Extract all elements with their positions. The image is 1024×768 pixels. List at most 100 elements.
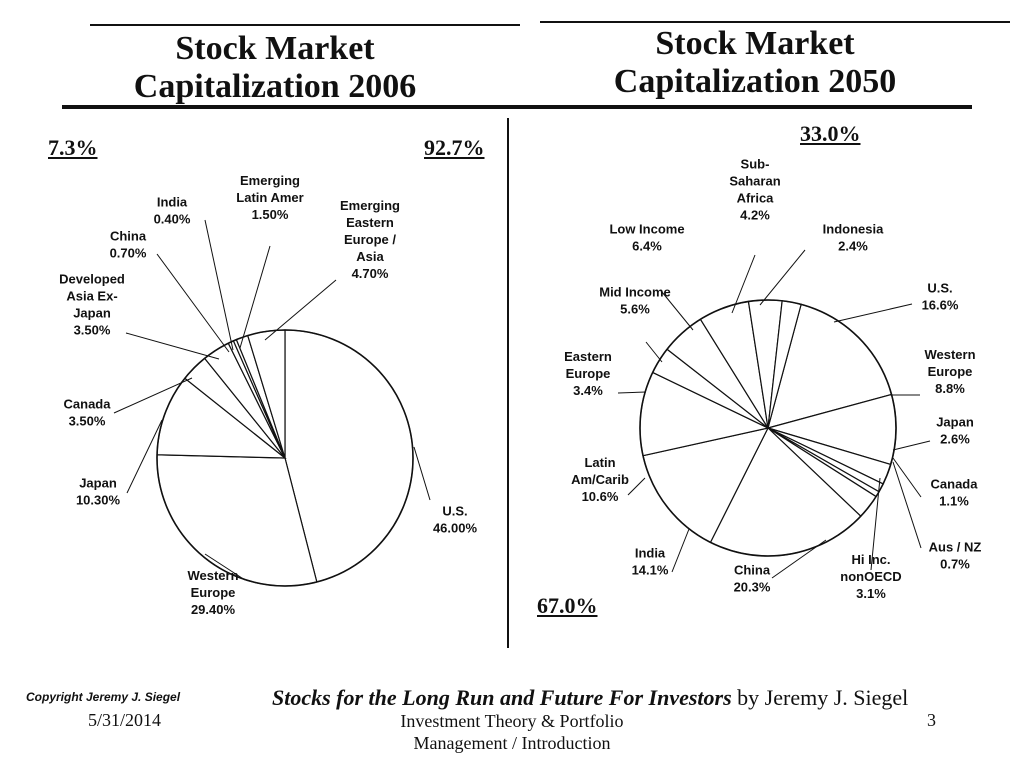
book-title: Stocks for the Long Run and Future For I… [272,685,732,710]
panel-divider [507,118,509,648]
left-top-right-pct: 92.7% [424,135,485,160]
pie-2006-label-line: Asia Ex- [66,289,117,304]
right-title-line-2: Capitalization 2050 [613,63,897,100]
pie-2050-value-western-europe: 8.8% [935,381,965,396]
pie-2050-label-canada: Canada 1.1% [931,477,979,509]
right-bottom-pct: 67.0% [537,593,598,618]
top-rule-left [90,24,520,26]
pie-2006-label-emerging-latin-amer: Emerging Latin Amer 1.50% [236,173,303,222]
pie-2050-label-line: Western [924,347,975,362]
pie-2006-value-western-europe: 29.40% [191,602,236,617]
pie-2050-label-indonesia: Indonesia 2.4% [823,222,884,254]
pie-2050-label-line: Saharan [729,174,780,189]
header-rule-left [62,105,972,109]
pie-2050-value-india: 14.1% [632,563,669,578]
pie-2006-value-china: 0.70% [110,246,147,261]
pie-2050-leader-latin-am-carib [627,477,646,496]
pie-chart-2050: U.S. 16.6% Western Europe 8.8% Japan 2.6% Canad… [564,157,981,602]
pie-2050-value-china: 20.3% [734,580,771,595]
pie-2050-value-canada: 1.1% [939,494,969,509]
pie-2050-value-sub-saharan-africa: 4.2% [740,208,770,223]
pie-2006-label-western-europe: Western Europe 29.40% [187,568,238,617]
pie-2006-outline [156,329,414,587]
pie-2050-label-line: Hi Inc. [851,552,890,567]
pie-2006-value-canada: 3.50% [69,414,106,429]
pie-2006-leader-western-europe [204,553,246,581]
pie-2050-leader-china [771,539,827,579]
right-top-pct: 33.0% [800,121,861,146]
pie-2050-leader-eastern-europe [617,391,647,394]
pie-2006-value-emerging-eastern-europe-asia: 4.70% [352,266,389,281]
pie-2006-label-developed-asia-ex-japan: Developed Asia Ex- Japan 3.50% [59,272,125,338]
pie-2050-label-line: Mid Income [599,285,671,300]
pie-2006-leader-japan [126,419,163,494]
pie-2050-label-line: Europe [566,366,611,381]
pie-2050-label-low-income: Low Income 6.4% [609,222,684,254]
pie-2050-leader-mid-income [645,341,663,363]
pie-2006-label-line: Eastern [346,215,394,230]
pie-2006-label-line: Emerging [240,173,300,188]
pie-2050-label-line: India [635,546,666,561]
page-number: 3 [927,710,936,730]
right-chart-title: Stock Market Capitalization 2050 [545,25,965,101]
pie-2050-label-line: Eastern [564,349,612,364]
pie-2006-value-emerging-latin-amer: 1.50% [252,207,289,222]
pie-2050-leader-u-s [833,303,913,323]
pie-2050-leader-hi-inc-nonoecd [870,477,881,571]
pie-2050-label-line: Am/Carib [571,472,629,487]
pie-2006-label-china: China 0.70% [110,229,147,261]
pie-2006-value-developed-asia-ex-japan: 3.50% [74,323,111,338]
pie-2050-label-line: Indonesia [823,222,884,237]
pie-2006-label-line: Western [187,568,238,583]
pie-2006-label-japan: Japan 10.30% [76,476,121,508]
pie-2050-leader-japan [892,440,931,451]
left-title-line-1: Stock Market [175,30,375,67]
pie-2006-leader-emerging-eastern-europe-asia [264,279,337,341]
pie-2006-label-line: Canada [64,397,112,412]
pie-2050-leader-aus-nz [892,461,922,549]
pie-2050-label-india: India 14.1% [632,546,669,578]
book-citation: Stocks for the Long Run and Future For I… [272,685,908,711]
pie-2006-label-line: Japan [73,306,111,321]
pie-2050-label-aus-nz: Aus / NZ 0.7% [929,540,982,572]
pie-2006-leader-china [156,253,230,353]
pie-2050-label-line: Aus / NZ [929,540,982,555]
pie-2050-leader-sub-saharan-africa [731,254,756,314]
pie-2050-value-latin-am-carib: 10.6% [582,489,619,504]
slide-date: 5/31/2014 [88,710,162,730]
pie-2050-leader-indonesia [759,249,806,306]
pie-2006-label-line: Developed [59,272,125,287]
pie-2006-label-u-s: U.S. 46.00% [433,504,478,536]
pie-2006-label-line: Latin Amer [236,190,303,205]
pie-2050-label-western-europe: Western Europe 8.8% [924,347,975,396]
pie-2050-label-hi-inc-nonoecd: Hi Inc. nonOECD 3.1% [840,552,901,601]
pie-2006-label-line: India [157,195,188,210]
pie-2050-leader-india [671,528,690,573]
pie-2050-label-line: Sub- [741,157,770,172]
pie-2050-value-eastern-europe: 3.4% [573,383,603,398]
pie-2050-leader-low-income [661,291,694,331]
pie-2050-label-china: China 20.3% [734,563,771,595]
pie-2050-label-line: nonOECD [840,569,901,584]
course-title: Investment Theory & Portfolio Management… [372,710,652,754]
pie-2050-label-line: Europe [928,364,973,379]
pie-2050-value-low-income: 6.4% [632,239,662,254]
pie-2050-value-mid-income: 5.6% [620,302,650,317]
pie-2050-label-line: Africa [737,191,775,206]
pie-2050-label-eastern-europe: Eastern Europe 3.4% [564,349,612,398]
pie-2050-label-line: Canada [931,477,979,492]
pie-2006-label-line: U.S. [442,504,467,519]
course-title-line-1: Investment Theory & Portfolio [400,711,624,731]
pie-2050-label-line: Japan [936,415,974,430]
pie-2050-label-japan: Japan 2.6% [936,415,974,447]
pie-2006-leader-u-s [413,446,431,501]
pie-chart-2006: U.S. 46.00% Western Europe 29.40% Japan 10.30%… [59,173,477,617]
pie-2050-label-mid-income: Mid Income 5.6% [599,285,671,317]
pie-2050-label-u-s: U.S. 16.6% [922,281,959,313]
pie-2006-label-line: China [110,229,147,244]
pie-2050-label-sub-saharan-africa: Sub- Saharan Africa 4.2% [729,157,780,223]
pie-2006-value-japan: 10.30% [76,493,121,508]
pie-2006-label-line: Europe / [344,232,396,247]
pie-2006-value-u-s: 46.00% [433,521,478,536]
